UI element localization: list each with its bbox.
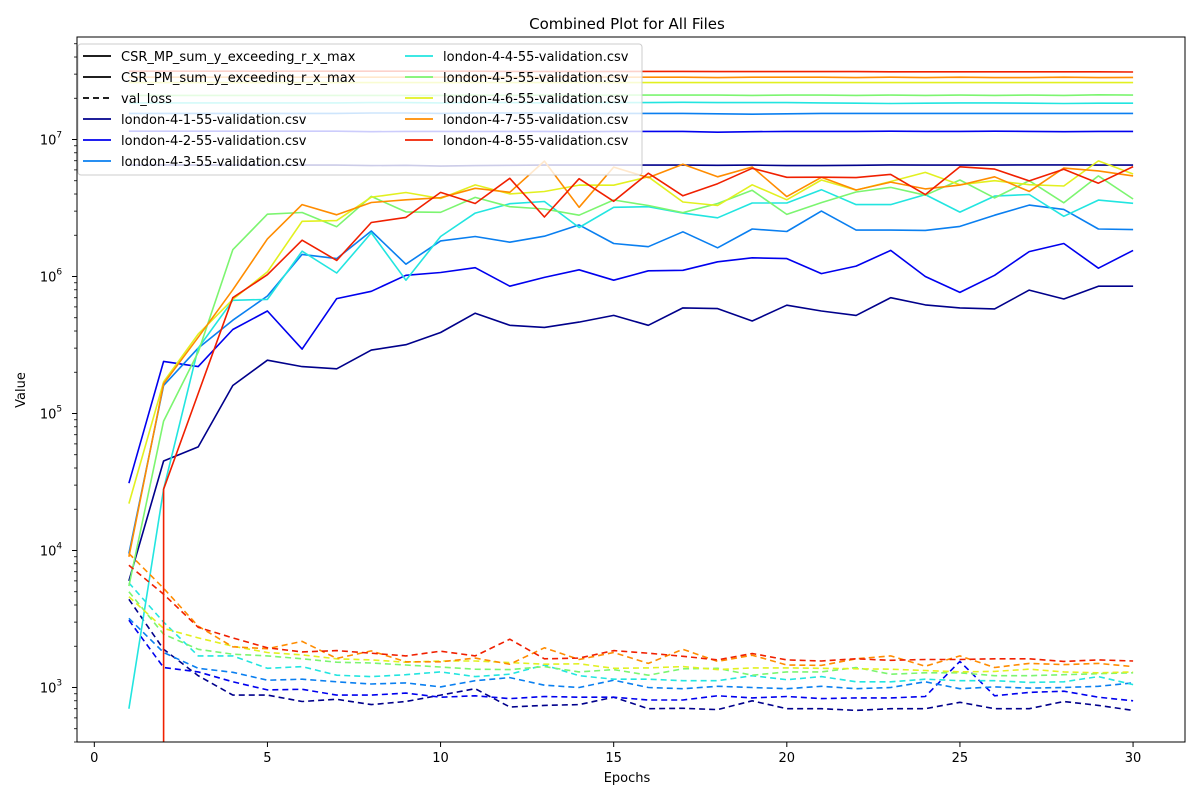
series-line-4-val-loss <box>128 582 1134 686</box>
x-tick-label: 0 <box>90 751 98 766</box>
x-tick-label: 20 <box>779 751 796 766</box>
series-line-1-mp <box>128 285 1134 582</box>
x-tick-label: 5 <box>263 751 271 766</box>
chart-title: Combined Plot for All Files <box>529 15 725 33</box>
x-axis: 0 5 10 15 20 25 30 <box>90 742 1141 766</box>
y-tick-label: 106 <box>40 267 63 285</box>
y-tick-label: 104 <box>40 541 63 559</box>
x-tick-label: 10 <box>432 751 449 766</box>
legend: CSR_MP_sum_y_exceeding_r_x_max CSR_PM_sum… <box>77 43 643 176</box>
x-tick-label: 15 <box>605 751 622 766</box>
series-line-6-val-loss <box>128 596 1134 674</box>
x-axis-label: Epochs <box>604 771 651 786</box>
y-tick-label: 105 <box>40 404 62 422</box>
plot-frame <box>76 36 1186 743</box>
series-line-2-mp <box>128 242 1134 484</box>
series-line-8-val-loss <box>128 564 1134 663</box>
y-tick-label: 107 <box>40 130 62 148</box>
legend-label: CSR_PM_sum_y_exceeding_r_x_max <box>121 71 356 86</box>
legend-label: val_loss <box>121 92 172 107</box>
series-line-8-mp <box>162 165 1134 742</box>
series-line-1-val-loss <box>128 598 1134 712</box>
legend-label: london-4-7-55-validation.csv <box>443 113 629 128</box>
x-tick-label: 30 <box>1125 751 1142 766</box>
series-line-3-mp <box>128 204 1134 554</box>
legend-label: CSR_MP_sum_y_exceeding_r_x_max <box>121 50 356 65</box>
legend-label: london-4-1-55-validation.csv <box>121 113 307 128</box>
series-line-2-val-loss <box>128 619 1134 702</box>
y-axis-label: Value <box>14 372 29 408</box>
legend-box <box>77 43 643 176</box>
series-line-3-val-loss <box>128 617 1134 690</box>
legend-label: london-4-2-55-validation.csv <box>121 134 307 149</box>
legend-label: london-4-8-55-validation.csv <box>443 134 629 149</box>
legend-label: london-4-6-55-validation.csv <box>443 92 629 107</box>
series-line-5-val-loss <box>128 591 1134 677</box>
y-tick-label: 103 <box>40 678 62 696</box>
x-tick-label: 25 <box>952 751 969 766</box>
series-line-4-mp <box>128 188 1134 709</box>
series-line-7-val-loss <box>128 552 1134 669</box>
y-axis: 103 104 105 106 107 <box>40 43 77 743</box>
legend-label: london-4-5-55-validation.csv <box>443 71 629 86</box>
legend-label: london-4-3-55-validation.csv <box>121 155 307 170</box>
legend-label: london-4-4-55-validation.csv <box>443 50 629 65</box>
